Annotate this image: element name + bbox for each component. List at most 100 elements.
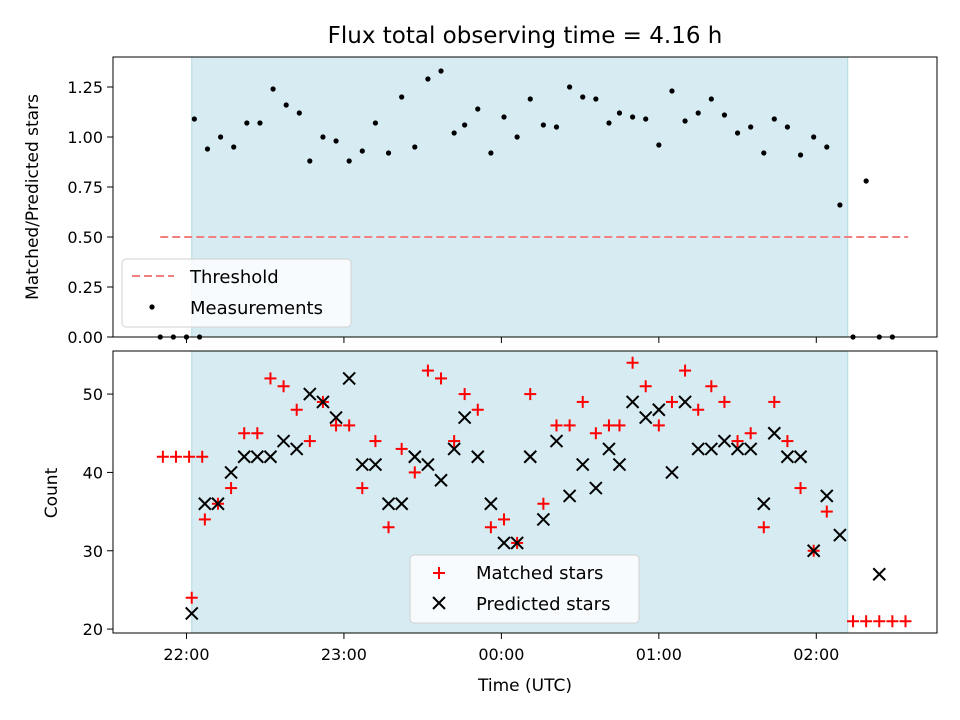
measurement-point <box>567 84 573 90</box>
bottom-axes-frame <box>112 350 938 634</box>
matched-stars-point <box>156 450 169 463</box>
measurement-point <box>863 178 869 184</box>
predicted-stars-point <box>678 395 692 409</box>
matched-stars-point <box>382 521 395 534</box>
matched-stars-point <box>369 435 382 448</box>
measurement-point <box>771 116 777 122</box>
top-y-tick-label: 0.50 <box>67 228 103 247</box>
measurement-point <box>734 130 741 136</box>
matched-stars-point <box>744 427 757 440</box>
measurement-point <box>514 134 520 140</box>
matched-stars-point <box>652 419 665 432</box>
matched-stars-point <box>537 497 550 510</box>
measurement-point <box>580 94 586 100</box>
measurement-point <box>257 120 263 126</box>
predicted-stars-point <box>510 536 524 550</box>
bottom-y-axis-label: Count <box>42 467 62 518</box>
matched-stars-point <box>781 435 794 448</box>
measurement-point <box>708 96 714 102</box>
measurements-legend-label: Measurements <box>190 298 323 319</box>
measurement-point <box>283 102 289 108</box>
predicted-stars-point <box>381 497 396 511</box>
measurement-point <box>372 120 379 126</box>
bottom-legend: Matched stars Predicted stars <box>409 554 640 624</box>
predicted-stars-point <box>276 434 291 448</box>
measurement-point <box>412 144 418 150</box>
predicted-stars-legend-swatch <box>432 596 446 610</box>
top-y-tick-label: 1.25 <box>67 78 103 97</box>
predicted-stars-point <box>806 544 821 558</box>
matched-stars-point <box>498 513 511 526</box>
measurement-point <box>425 76 431 82</box>
matched-stars-point <box>794 482 807 495</box>
predicted-stars-point <box>536 512 551 527</box>
matched-stars-legend-swatch <box>433 567 445 579</box>
predicted-stars-point <box>767 426 782 440</box>
predicted-stars-point <box>576 457 590 472</box>
x-tick-label: 00:00 <box>478 645 524 664</box>
matched-stars-point <box>718 395 731 408</box>
matched-stars-point <box>639 380 652 393</box>
predicted-stars-point <box>665 465 679 480</box>
matched-stars-point <box>183 450 196 463</box>
bottom-y-tick-label: 50 <box>83 385 103 404</box>
matched-stars-point <box>665 395 678 408</box>
top-legend: Threshold Measurements <box>121 258 352 328</box>
measurements-legend-swatch <box>149 304 155 310</box>
measurement-point <box>606 120 612 126</box>
measurement-point <box>797 152 804 158</box>
matched-stars-point <box>602 419 615 432</box>
measurement-point <box>616 110 623 116</box>
top-panel: 0.00 0.25 0.50 0.75 1.00 1.25 Flux total obse… <box>23 23 938 347</box>
measurement-point <box>451 130 457 136</box>
predicted-stars-point <box>250 450 265 464</box>
predicted-stars-point <box>342 371 356 386</box>
predicted-stars-point <box>625 395 640 409</box>
matched-stars-point <box>471 403 484 416</box>
top-axes-frame <box>112 56 938 338</box>
matched-stars-point <box>448 435 461 448</box>
measurement-point <box>296 110 302 116</box>
top-y-tick-label: 0.75 <box>67 178 103 197</box>
matched-stars-point <box>820 505 833 518</box>
predicted-stars-point <box>497 536 511 550</box>
measurement-point <box>682 118 688 124</box>
matched-stars-point <box>899 615 912 628</box>
matched-stars-point <box>264 372 277 385</box>
predicted-stars-point <box>612 457 627 472</box>
bottom-x-axis-ticks: 22:00 23:00 00:00 01:00 02:00 <box>163 633 839 664</box>
bottom-legend-box <box>409 554 640 624</box>
measurement-point <box>438 68 444 74</box>
matched-stars-point <box>731 435 744 448</box>
matched-stars-point <box>251 427 264 440</box>
top-x-axis-ticks <box>185 337 817 343</box>
matched-stars-point <box>563 419 576 432</box>
matched-stars-point <box>860 615 873 628</box>
chart-title: Flux total observing time = 4.16 h <box>328 23 723 49</box>
predicted-stars-point <box>185 606 199 621</box>
matched-stars-point <box>303 435 316 448</box>
matched-stars-point <box>343 419 356 432</box>
measurement-point <box>462 122 468 128</box>
bottom-y-tick-label: 30 <box>83 542 103 561</box>
predicted-stars-point <box>757 497 771 511</box>
top-y-tick-label: 0.25 <box>67 278 103 297</box>
top-y-axis-label: Matched/Predicted stars <box>23 94 43 300</box>
matched-stars-point <box>768 395 781 408</box>
measurement-point <box>527 96 533 102</box>
matched-stars-point <box>484 521 497 534</box>
matched-stars-point <box>185 591 198 604</box>
measurement-point <box>307 158 313 164</box>
measurement-point <box>761 150 767 156</box>
measurement-point <box>359 148 365 154</box>
predicted-stars-point <box>211 497 225 511</box>
predicted-stars-point <box>421 457 435 472</box>
predicted-stars-point <box>562 489 577 503</box>
predicted-stars-point <box>743 442 758 456</box>
predicted-stars-point <box>833 528 847 542</box>
matched-stars-point <box>421 364 434 377</box>
matched-stars-legend-label: Matched stars <box>476 563 603 584</box>
predicted-stars-point <box>639 410 653 425</box>
measurement-point <box>540 122 546 128</box>
